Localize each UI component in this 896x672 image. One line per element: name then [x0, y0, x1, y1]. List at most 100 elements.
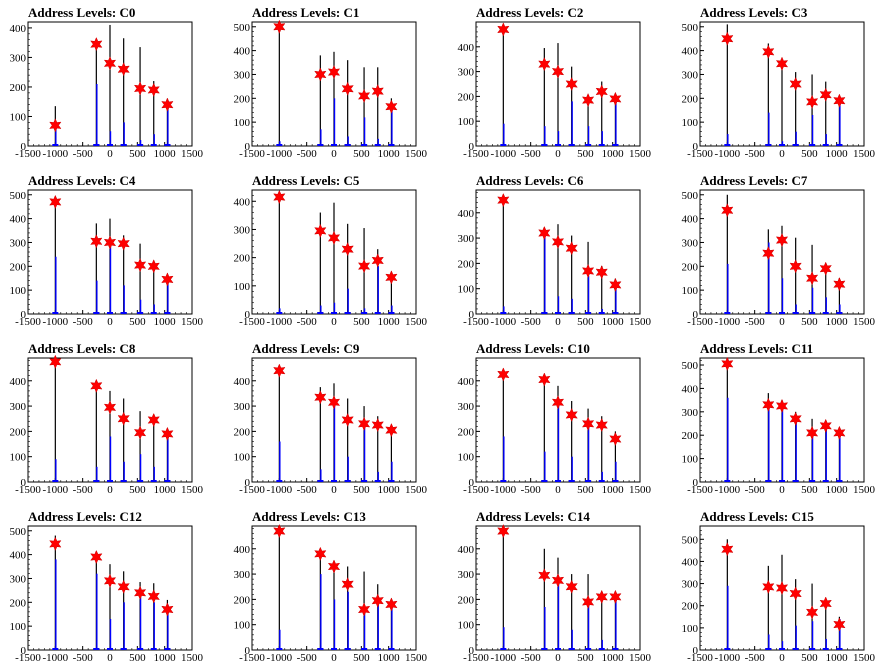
- black-bar: [811, 74, 813, 146]
- peak-star-marker: [90, 549, 103, 565]
- blue-bar-base: [317, 312, 324, 314]
- x-tick-label: -1000: [490, 484, 516, 496]
- blue-bar: [795, 421, 797, 482]
- blue-bar: [587, 423, 590, 482]
- x-tick-label: 0: [779, 652, 785, 664]
- black-bar: [543, 379, 545, 482]
- y-tick-label: 300: [234, 69, 251, 81]
- blue-bar: [377, 138, 379, 146]
- blue-bar-base: [52, 312, 59, 314]
- blue-bar-base: [150, 144, 157, 146]
- x-tick-label: 1000: [378, 652, 401, 664]
- black-bar: [278, 370, 280, 482]
- blue-bar: [109, 242, 112, 314]
- blue-bar-base: [276, 312, 283, 314]
- chart-title: Address Levels: C9: [252, 341, 360, 356]
- blue-bar: [811, 115, 814, 146]
- x-tick-label: -1000: [714, 484, 740, 496]
- blue-bar: [123, 285, 125, 314]
- blue-bar-base: [585, 144, 592, 146]
- peak-star-marker: [497, 192, 510, 208]
- black-bar: [347, 223, 349, 314]
- blue-bar: [320, 129, 322, 146]
- x-tick-label: 1500: [405, 316, 428, 328]
- peak-star-marker: [581, 263, 595, 279]
- peak-star-marker: [117, 579, 130, 594]
- chart-svg: 0 100 200 300 400 500 -1500 -1000 -500 0 500 1000 15…: [10, 189, 204, 328]
- peak-star-marker: [147, 259, 160, 274]
- black-bar: [825, 601, 827, 650]
- blue-bar-base: [500, 144, 507, 146]
- blue-bar-base: [500, 648, 507, 650]
- chart-title: Address Levels: C5: [252, 173, 360, 188]
- peak-star-marker: [721, 31, 734, 46]
- x-tick-label: -1500: [239, 484, 265, 496]
- blue-bar-base: [822, 648, 829, 650]
- blue-bar-base: [568, 648, 575, 650]
- y-tick-label: 400: [10, 214, 27, 226]
- y-tick-label: 200: [682, 261, 699, 273]
- y-tick-label: 400: [10, 376, 27, 388]
- blue-bar-base: [612, 480, 619, 482]
- x-tick-label: 1500: [181, 652, 204, 664]
- black-bar: [153, 261, 155, 314]
- blue-bar-base: [598, 312, 605, 314]
- y-tick-label: 0: [469, 309, 475, 321]
- x-tick-label: -500: [297, 316, 318, 328]
- x-tick-label: 0: [779, 316, 785, 328]
- peak-star-marker: [538, 372, 551, 387]
- peak-star-marker: [819, 596, 832, 611]
- chart-title: Address Levels: C11: [700, 341, 814, 356]
- peak-star-marker: [789, 411, 802, 426]
- peak-star-marker: [341, 242, 354, 257]
- blue-bar-base: [331, 480, 337, 482]
- peak-star-marker: [103, 235, 117, 250]
- chart-panel-7: 0 100 200 300 400 500 -1500 -1000 -500 0 500 1000 15…: [672, 168, 896, 336]
- black-bar: [319, 55, 321, 147]
- chart-panel-3: 0 100 200 300 400 500 -1500 -1000 -500 0 500 1000 15…: [672, 0, 896, 168]
- blue-bar: [96, 280, 98, 314]
- black-bar: [543, 548, 545, 650]
- blue-bar: [363, 612, 366, 650]
- x-tick-label: -1500: [15, 652, 41, 664]
- y-tick-label: 100: [458, 620, 475, 632]
- y-tick-label: 200: [234, 93, 251, 105]
- blue-bar-base: [276, 648, 283, 650]
- black-bar: [795, 72, 797, 146]
- blue-bar-base: [585, 648, 592, 650]
- blue-bar-base: [344, 648, 351, 650]
- chart-title: Address Levels: C4: [28, 173, 136, 188]
- peak-star-marker: [103, 56, 117, 71]
- y-tick-label: 300: [682, 407, 699, 419]
- blue-bar-base: [276, 480, 283, 482]
- peak-star-marker: [103, 573, 117, 588]
- x-tick-label: 1500: [853, 148, 876, 160]
- y-tick-label: 500: [682, 190, 699, 202]
- blue-bar-base: [809, 312, 816, 314]
- blue-bar-base: [612, 648, 619, 650]
- blue-bar-base: [388, 480, 395, 482]
- blue-bar-base: [344, 480, 351, 482]
- y-tick-label: 100: [458, 284, 475, 296]
- blue-bar-base: [585, 312, 592, 314]
- blue-bar-base: [541, 312, 548, 314]
- blue-bar-base: [555, 480, 561, 482]
- peak-star-marker: [90, 37, 103, 52]
- x-tick-label: 500: [577, 148, 594, 160]
- blue-bar: [377, 471, 379, 482]
- blue-bar-base: [792, 480, 799, 482]
- black-bar: [587, 96, 589, 146]
- blue-bar: [363, 117, 366, 146]
- blue-bar-base: [331, 312, 337, 314]
- x-tick-label: 0: [331, 148, 337, 160]
- peak-star-marker: [49, 536, 62, 552]
- blue-bar-base: [836, 648, 843, 650]
- peak-star-marker: [609, 589, 622, 604]
- blue-bar-base: [724, 648, 731, 650]
- black-bar: [153, 421, 155, 482]
- blue-bar-base: [779, 648, 785, 650]
- x-tick-label: -500: [745, 316, 766, 328]
- blue-bar: [363, 426, 366, 482]
- x-tick-label: 1000: [826, 484, 849, 496]
- x-tick-label: 500: [129, 652, 146, 664]
